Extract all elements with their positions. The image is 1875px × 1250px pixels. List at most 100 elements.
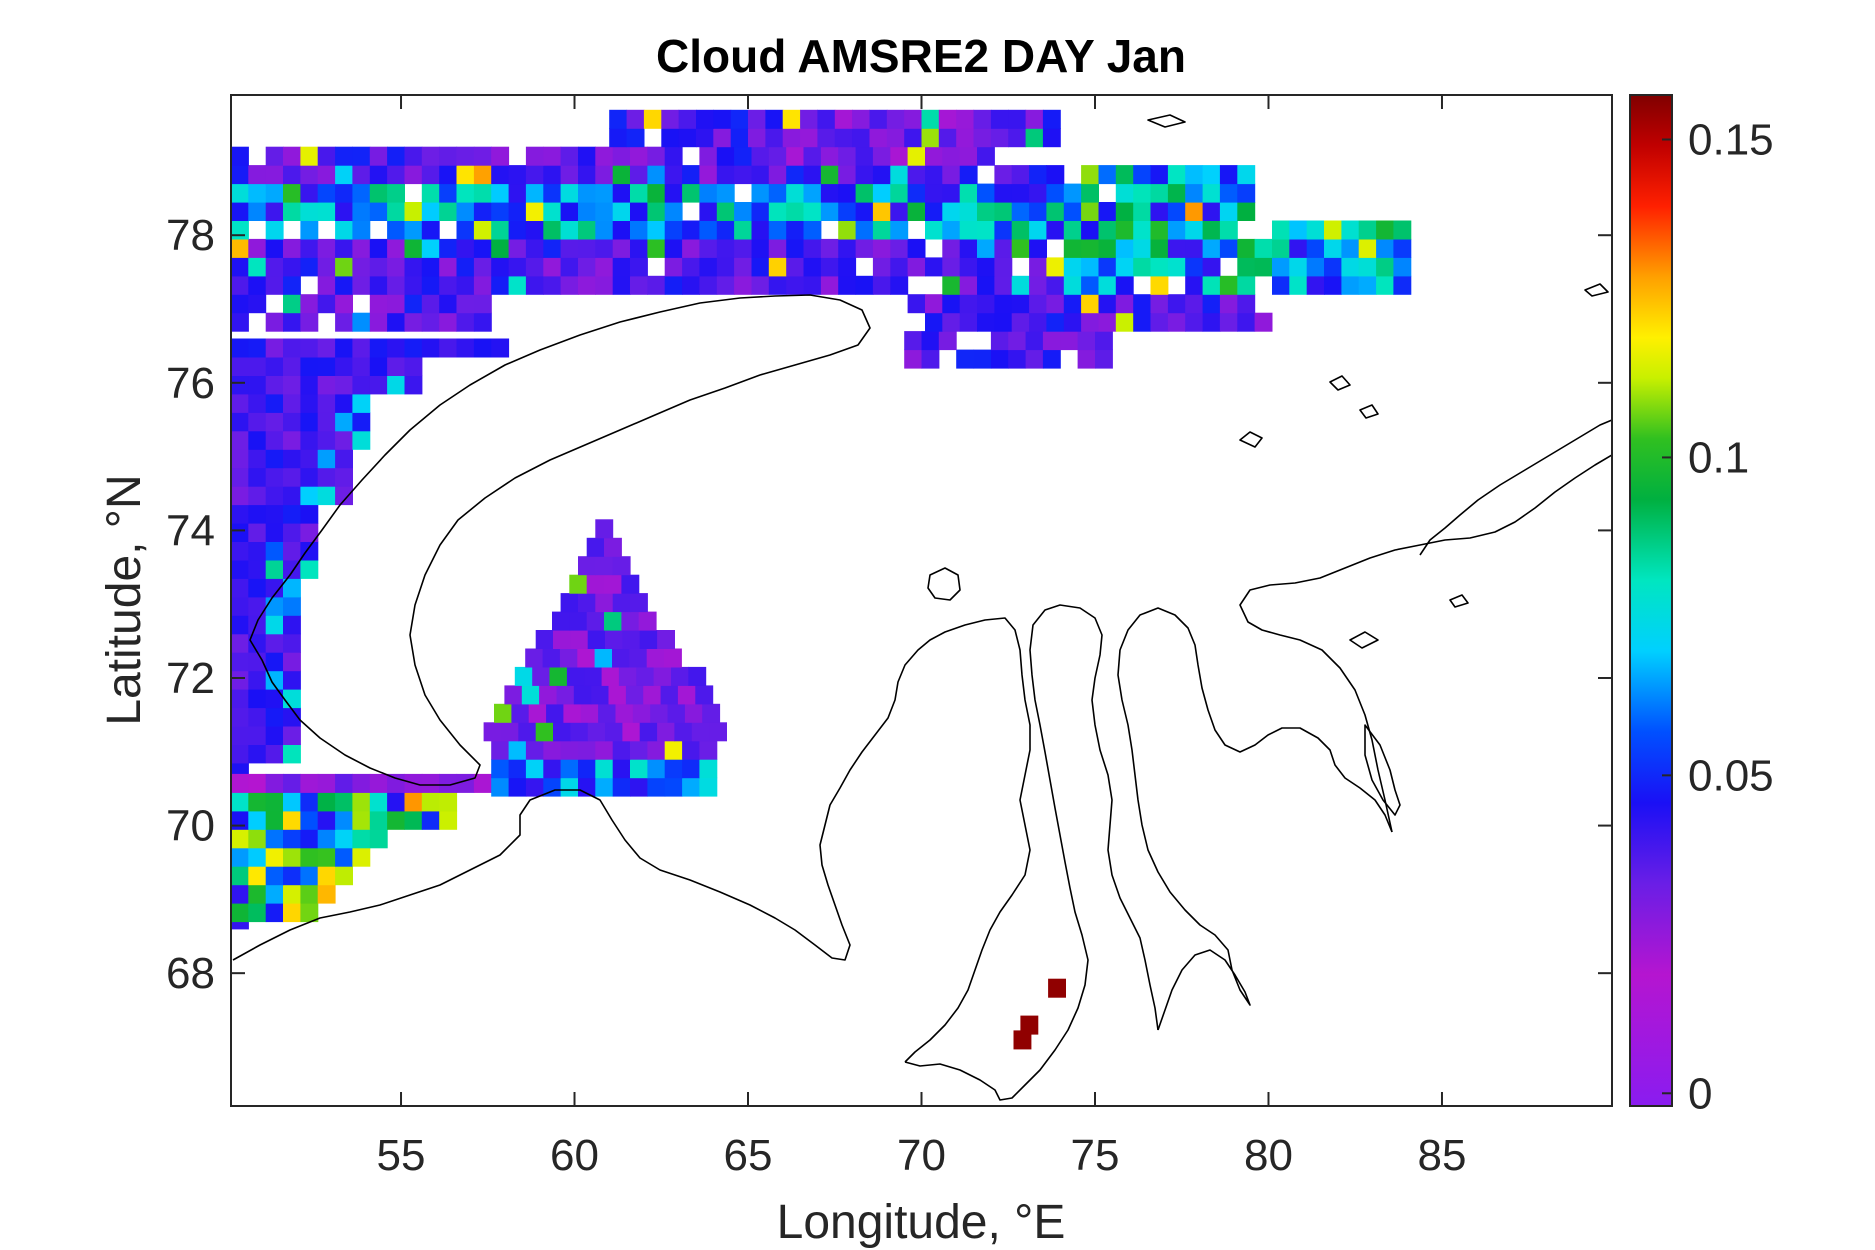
heatmap-cell xyxy=(508,165,527,185)
x-tick-label: 75 xyxy=(1071,1131,1120,1180)
heatmap-cell xyxy=(682,759,700,779)
heatmap-cell xyxy=(404,357,423,376)
heatmap-cell xyxy=(1077,331,1096,351)
heatmap-cell xyxy=(335,275,353,295)
heatmap-cell xyxy=(768,220,787,240)
heatmap-cell xyxy=(543,740,562,760)
heatmap-cell xyxy=(265,578,284,598)
heatmap-cell xyxy=(699,146,718,166)
heatmap-cell xyxy=(855,220,874,240)
heatmap-cell xyxy=(973,109,992,129)
heatmap-cell xyxy=(921,109,940,129)
heatmap-cell xyxy=(688,666,707,686)
belyy-island xyxy=(927,567,961,601)
heatmap-cell xyxy=(977,275,995,295)
heatmap-cell xyxy=(838,183,857,203)
heatmap-cell xyxy=(570,722,589,742)
heatmap-cell xyxy=(283,146,301,166)
heatmap-cell xyxy=(300,357,319,376)
heatmap-cell xyxy=(335,773,353,793)
heatmap-cell xyxy=(387,220,405,240)
heatmap-cell xyxy=(1376,220,1394,240)
heatmap-cell xyxy=(265,412,284,432)
heatmap-cell xyxy=(473,202,492,221)
heatmap-cell xyxy=(1011,294,1030,314)
heatmap-cell xyxy=(335,829,353,849)
heatmap-cell xyxy=(578,257,596,277)
heatmap-cell xyxy=(1011,183,1030,203)
heatmap-cell xyxy=(595,146,614,166)
heatmap-cell xyxy=(1185,183,1204,203)
heatmap-cell xyxy=(265,559,284,579)
heatmap-cell xyxy=(1011,165,1030,185)
heatmap-cell xyxy=(283,578,301,598)
heatmap-cell xyxy=(595,759,614,779)
heatmap-cell xyxy=(959,202,978,221)
heatmap-cell xyxy=(855,165,874,185)
heatmap-cell xyxy=(1202,202,1221,221)
heatmap-cell xyxy=(265,541,284,561)
heatmap-cell xyxy=(501,722,519,742)
heatmap-cell xyxy=(543,165,562,185)
heatmap-cell xyxy=(439,238,458,258)
heatmap-cell xyxy=(1167,220,1186,240)
heatmap-cell xyxy=(352,773,371,793)
heatmap-cell xyxy=(734,220,752,240)
heatmap-cell xyxy=(439,792,458,812)
heatmap-cell xyxy=(283,393,301,413)
heatmap-cell xyxy=(352,810,371,830)
heatmap-cell xyxy=(283,810,301,830)
heatmap-cell xyxy=(716,202,735,221)
heatmap-cell xyxy=(535,722,554,742)
heatmap-cell xyxy=(439,165,458,185)
heatmap-cell xyxy=(800,109,818,129)
heatmap-cell xyxy=(387,773,405,793)
heatmap-cell xyxy=(629,648,648,668)
heatmap-cell xyxy=(907,183,926,203)
heatmap-cell xyxy=(834,128,853,148)
heatmap-cell xyxy=(1063,312,1082,332)
heatmap-cell xyxy=(248,615,267,635)
heatmap-cell xyxy=(265,165,284,185)
heatmap-cell xyxy=(352,357,371,376)
heatmap-cell xyxy=(820,202,839,221)
heatmap-cell xyxy=(696,109,714,129)
heatmap-cell xyxy=(751,220,770,240)
heatmap-cell xyxy=(630,238,648,258)
heatmap-cell xyxy=(553,722,571,742)
heatmap-cell xyxy=(231,393,249,413)
heatmap-cell xyxy=(231,744,249,764)
heatmap-cell xyxy=(421,792,440,812)
heatmap-cell xyxy=(938,331,957,351)
heatmap-cell xyxy=(702,703,721,723)
heatmap-cell xyxy=(612,740,631,760)
heatmap-cell xyxy=(647,220,666,240)
heatmap-cell xyxy=(317,357,336,376)
heatmap-cell xyxy=(283,238,301,258)
heatmap-cell xyxy=(265,792,284,812)
heatmap-cell xyxy=(265,773,284,793)
heatmap-cell xyxy=(647,275,666,295)
heatmap-cell xyxy=(248,884,267,904)
heatmap-cell xyxy=(248,847,267,867)
heatmap-cell xyxy=(508,202,527,221)
heatmap-cell xyxy=(612,238,631,258)
heatmap-cell xyxy=(1063,294,1082,314)
heatmap-cell xyxy=(231,884,249,904)
heatmap-cell xyxy=(1042,109,1061,129)
heatmap-cell xyxy=(283,486,301,506)
heatmap-cell xyxy=(300,375,319,395)
heatmap-cell xyxy=(803,146,822,166)
heatmap-cell xyxy=(612,593,631,613)
heatmap-cell xyxy=(543,275,562,295)
heatmap-cell xyxy=(1042,128,1061,148)
heatmap-cell xyxy=(682,183,700,203)
heatmap-cell xyxy=(691,722,710,742)
heatmap-cell xyxy=(283,523,301,542)
heatmap-cell xyxy=(1133,238,1152,258)
heatmap-cell xyxy=(803,275,822,295)
heatmap-cell xyxy=(977,146,995,166)
heatmap-cell xyxy=(369,202,388,221)
heatmap-cell xyxy=(491,183,510,203)
heatmap-cell xyxy=(248,792,267,812)
